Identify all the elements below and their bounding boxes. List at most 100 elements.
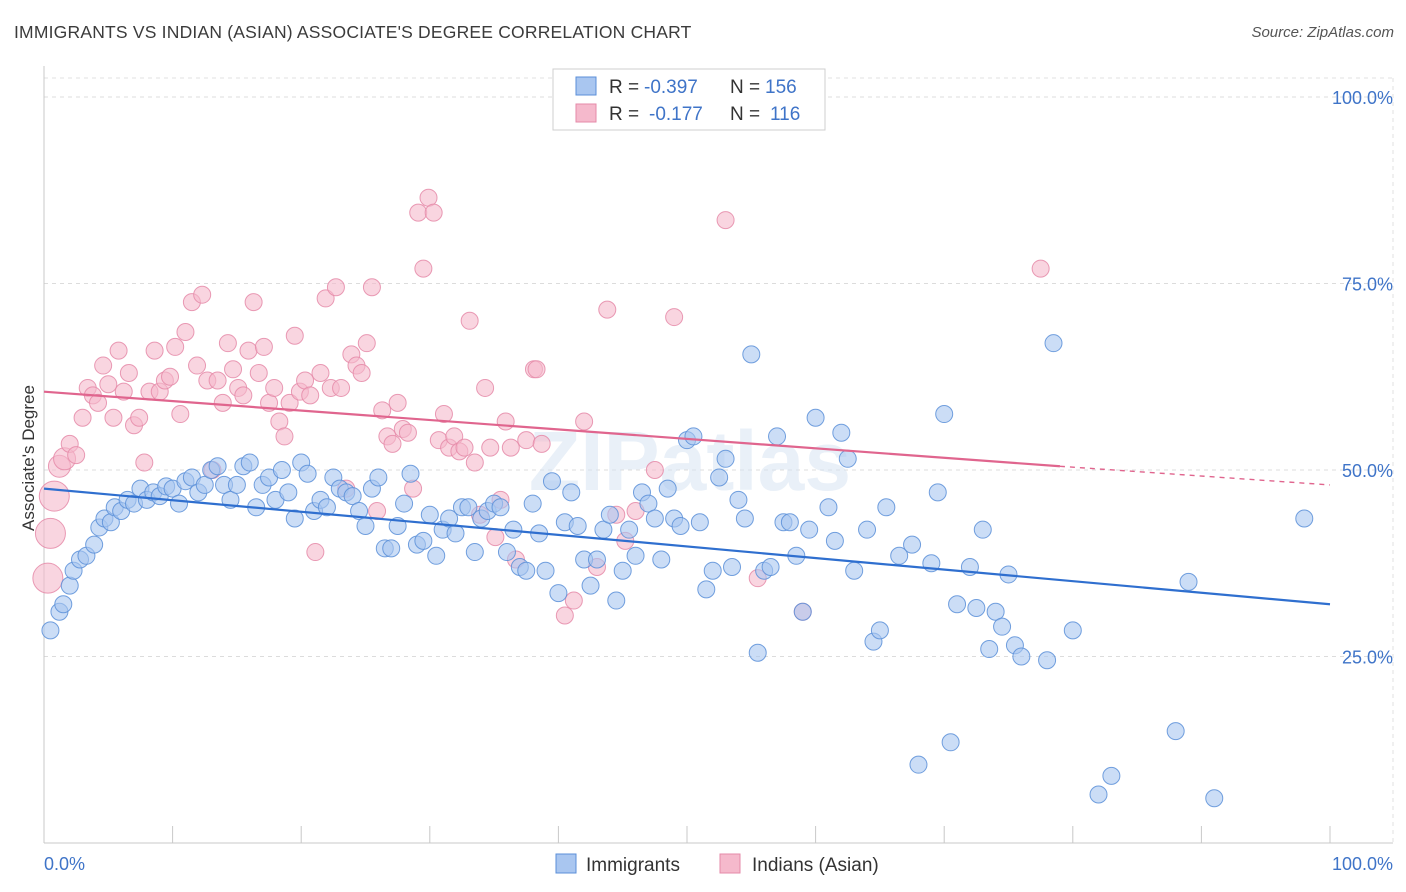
point-immigrants-148	[1044, 334, 1063, 353]
point-indians-2	[38, 480, 70, 512]
point-immigrants-107	[723, 557, 742, 576]
point-indians-33	[208, 371, 227, 390]
point-immigrants-54	[382, 539, 401, 558]
point-indians-15	[114, 382, 133, 401]
point-indians-109	[1031, 259, 1050, 278]
point-immigrants-151	[1102, 766, 1121, 785]
point-immigrants-132	[909, 755, 928, 774]
point-indians-44	[265, 378, 284, 397]
point-immigrants-128	[870, 621, 889, 640]
point-indians-100	[598, 300, 617, 319]
point-indians-13	[104, 408, 123, 427]
point-immigrants-131	[903, 535, 922, 554]
point-immigrants-154	[1205, 789, 1224, 808]
point-immigrants-2	[54, 595, 73, 614]
point-indians-48	[285, 326, 304, 345]
point-immigrants-97	[658, 479, 677, 498]
point-indians-105	[665, 308, 684, 327]
y-tick-label-50: 50.0%	[1342, 461, 1393, 481]
point-indians-34	[213, 393, 232, 412]
point-immigrants-119	[800, 520, 819, 539]
point-immigrants-75	[517, 561, 536, 580]
legend: R = -0.397 N = 156 R = -0.177 N = 116	[552, 68, 826, 131]
point-immigrants-114	[768, 427, 787, 446]
point-indians-61	[352, 364, 371, 383]
point-indians-74	[419, 188, 438, 207]
point-immigrants-123	[832, 423, 851, 442]
point-indians-104	[645, 461, 664, 479]
point-immigrants-38	[279, 483, 298, 502]
data-points	[32, 188, 1314, 808]
point-indians-106	[716, 211, 735, 230]
point-indians-41	[249, 364, 268, 383]
point-indians-18	[130, 408, 149, 427]
point-immigrants-52	[369, 468, 388, 487]
legend-n-value-indians: 116	[770, 104, 800, 125]
point-indians-90	[501, 438, 520, 457]
point-immigrants-7	[85, 535, 104, 554]
point-immigrants-39	[285, 509, 304, 528]
point-indians-39	[239, 341, 258, 360]
point-indians-6	[67, 446, 86, 465]
point-immigrants-110	[742, 345, 761, 364]
point-immigrants-153	[1179, 572, 1198, 591]
point-indians-0	[32, 562, 64, 594]
point-indians-86	[481, 438, 500, 457]
point-indians-83	[465, 453, 484, 472]
point-immigrants-155	[1295, 509, 1314, 528]
point-immigrants-106	[716, 449, 735, 468]
point-immigrants-85	[581, 576, 600, 595]
point-immigrants-96	[652, 550, 671, 569]
point-immigrants-83	[568, 516, 587, 535]
point-immigrants-103	[697, 580, 716, 599]
point-immigrants-94	[639, 494, 658, 513]
point-immigrants-113	[761, 557, 780, 576]
point-indians-71	[404, 479, 423, 498]
point-immigrants-108	[729, 490, 748, 509]
bottom-legend-immigrants: Immigrants	[586, 855, 680, 876]
legend-swatch-immigrants	[575, 76, 597, 96]
point-immigrants-129	[877, 498, 896, 517]
point-indians-19	[135, 453, 154, 472]
point-immigrants-89	[607, 591, 626, 610]
point-immigrants-111	[748, 643, 767, 662]
point-indians-70	[398, 423, 417, 442]
point-indians-26	[171, 405, 190, 424]
point-indians-52	[306, 543, 325, 562]
point-immigrants-82	[562, 483, 581, 502]
point-immigrants-50	[356, 516, 375, 535]
point-indians-30	[193, 285, 212, 304]
point-immigrants-88	[600, 505, 619, 524]
point-immigrants-79	[542, 472, 561, 491]
point-immigrants-122	[825, 531, 844, 550]
point-immigrants-121	[819, 498, 838, 517]
y-tick-label-25: 25.0%	[1342, 648, 1393, 668]
point-indians-96	[555, 606, 574, 625]
point-indians-38	[234, 386, 253, 405]
point-indians-50	[296, 371, 315, 390]
point-immigrants-95	[645, 509, 664, 528]
point-immigrants-116	[780, 513, 799, 532]
point-indians-36	[224, 360, 243, 379]
point-immigrants-141	[980, 640, 999, 659]
point-indians-35	[218, 334, 237, 353]
bottom-legend-swatch-immigrants	[555, 853, 577, 874]
point-immigrants-41	[298, 464, 317, 483]
point-indians-82	[460, 311, 479, 330]
point-immigrants-80	[549, 584, 568, 603]
point-indians-27	[176, 322, 195, 341]
point-immigrants-21	[170, 494, 189, 513]
point-indians-75	[424, 203, 443, 222]
point-indians-25	[166, 337, 185, 356]
point-immigrants-105	[710, 468, 729, 487]
point-indians-68	[388, 393, 407, 412]
point-immigrants-124	[838, 449, 857, 468]
point-indians-92	[517, 431, 536, 450]
point-indians-47	[280, 393, 299, 412]
point-immigrants-137	[948, 595, 967, 614]
point-immigrants-99	[671, 516, 690, 535]
point-immigrants-37	[272, 461, 291, 479]
point-indians-40	[244, 293, 263, 312]
point-indians-29	[188, 356, 207, 375]
